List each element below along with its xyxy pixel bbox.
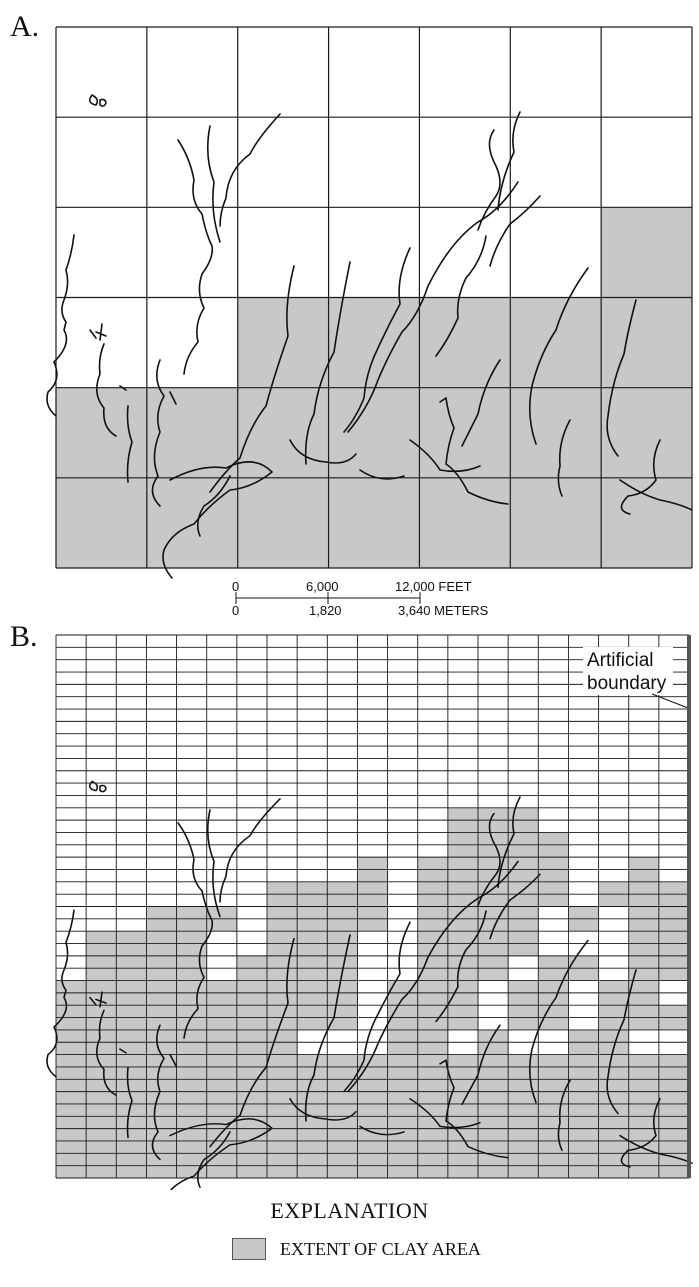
stream-line	[219, 113, 281, 227]
map-b-grid	[55, 634, 690, 1179]
clay-cell	[146, 387, 239, 479]
clay-cell	[419, 297, 511, 389]
stream-line	[359, 469, 405, 480]
stream-line	[477, 812, 501, 907]
scale-bar	[235, 592, 421, 604]
stream-line	[169, 1118, 273, 1190]
scale-meter-label-2: 3,640 METERS	[398, 603, 489, 618]
stream-line	[409, 439, 481, 473]
stream-line	[162, 461, 273, 579]
scale-feet-label-2: 12,000 FEET	[395, 579, 472, 594]
stream-line	[289, 439, 357, 464]
stream-line	[606, 299, 637, 457]
clay-cell	[419, 387, 511, 479]
stream-line	[409, 1098, 481, 1129]
clay-cell	[237, 297, 330, 389]
clay-area-swatch	[232, 1238, 266, 1260]
stream-line	[528, 939, 589, 1104]
map-a: 0 6,000 12,000 FEET 0 1,820 3,640 METERS	[46, 26, 693, 618]
clay-cell	[510, 297, 602, 389]
map-b: Artificial boundary	[46, 634, 693, 1190]
stream-line	[219, 798, 281, 903]
stream-line	[497, 111, 521, 211]
stream-line	[99, 784, 107, 793]
clay-cell	[601, 387, 693, 479]
stream-line	[206, 809, 221, 918]
scale-feet-label-0: 0	[232, 579, 239, 594]
stream-line	[304, 261, 351, 465]
stream-line	[477, 129, 501, 231]
stream-line	[620, 439, 661, 515]
clay-cell	[328, 387, 420, 479]
stream-line	[89, 991, 107, 1008]
clay-cell	[419, 477, 511, 569]
map-a-clay-fill	[56, 207, 693, 569]
stream-line	[439, 1059, 509, 1159]
clay-cell	[601, 207, 693, 298]
stream-line	[177, 139, 214, 375]
stream-line	[88, 94, 99, 106]
stream-line	[619, 1134, 693, 1164]
stream-line	[557, 1079, 571, 1152]
panel-b-label: B.	[10, 620, 38, 653]
clay-cell	[510, 477, 602, 569]
clay-cell	[328, 297, 420, 389]
stream-line	[557, 419, 571, 497]
clay-cell	[328, 477, 420, 569]
legend-item: EXTENT OF CLAY AREA	[232, 1237, 481, 1261]
stream-line	[196, 1131, 231, 1188]
legend-label: EXTENT OF CLAY AREA	[280, 1238, 481, 1259]
scale-meter-label-1: 1,820	[309, 603, 342, 618]
clay-cell	[601, 477, 693, 569]
scale-feet-label-1: 6,000	[306, 579, 339, 594]
stream-line	[46, 909, 75, 1078]
clay-cell	[56, 477, 148, 569]
panel-a-label: A.	[10, 10, 40, 43]
stream-line	[151, 359, 165, 507]
stream-line	[206, 125, 221, 243]
stream-line	[461, 359, 501, 447]
stream-line	[88, 780, 99, 792]
clay-cell	[237, 477, 330, 569]
stream-line	[196, 475, 231, 537]
stream-line	[619, 479, 693, 511]
explanation-title: EXPLANATION	[270, 1198, 429, 1223]
clay-cell	[56, 387, 148, 479]
clay-cell	[237, 387, 330, 479]
clay-cell	[601, 297, 693, 389]
stream-line	[119, 1048, 133, 1139]
stream-line	[343, 247, 411, 433]
stream-line	[169, 1053, 177, 1067]
scale-meter-label-0: 0	[232, 603, 239, 618]
boundary-annotation-line2: boundary	[587, 673, 667, 694]
stream-line	[96, 343, 117, 437]
stream-line	[46, 234, 75, 417]
stream-line	[169, 391, 177, 405]
stream-line	[89, 323, 107, 341]
stream-line	[99, 98, 107, 107]
stream-line	[177, 822, 214, 1039]
map-a-grid	[55, 26, 693, 569]
boundary-annotation-line1: Artificial	[587, 650, 654, 671]
stream-line	[304, 934, 351, 1122]
annotation-backdrop	[583, 647, 673, 695]
boundary-leader-line	[651, 693, 689, 709]
stream-line	[528, 267, 589, 445]
stream-line	[489, 873, 541, 940]
stream-line	[620, 1098, 661, 1168]
clay-cell	[146, 477, 239, 569]
stream-line	[96, 1009, 117, 1096]
stream-line	[343, 921, 411, 1093]
stream-line	[439, 397, 509, 505]
clay-cell	[510, 387, 602, 479]
